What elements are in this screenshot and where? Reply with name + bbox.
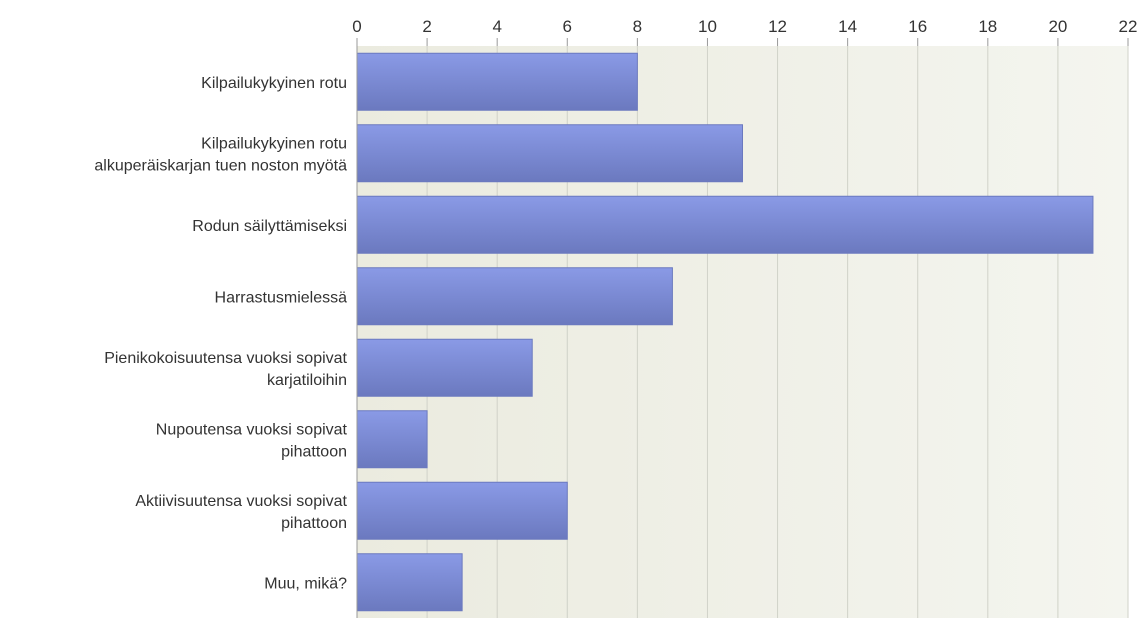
x-tick-label: 18 bbox=[978, 17, 997, 36]
category-label: Aktiivisuutensa vuoksi sopivat bbox=[135, 493, 347, 510]
x-tick-label: 16 bbox=[908, 17, 927, 36]
x-tick-label: 12 bbox=[768, 17, 787, 36]
category-label: pihattoon bbox=[281, 515, 347, 532]
category-label: Muu, mikä? bbox=[264, 575, 347, 592]
category-label: pihattoon bbox=[281, 443, 347, 460]
bar bbox=[357, 482, 567, 539]
category-label: Nupoutensa vuoksi sopivat bbox=[156, 421, 348, 438]
category-label: Harrastusmielessä bbox=[215, 289, 348, 306]
x-tick-label: 22 bbox=[1119, 17, 1138, 36]
x-tick-label: 0 bbox=[352, 17, 361, 36]
category-label: karjatiloihin bbox=[267, 372, 347, 389]
bar bbox=[357, 196, 1093, 253]
x-tick-label: 6 bbox=[563, 17, 572, 36]
bar bbox=[357, 125, 743, 182]
x-axis-ticks: 0 2 4 6 8 10 12 14 16 18 20 22 bbox=[352, 17, 1137, 46]
category-label: Kilpailukykyinen rotu bbox=[201, 75, 347, 92]
category-label: alkuperäiskarjan tuen noston myötä bbox=[94, 157, 347, 174]
x-tick-label: 14 bbox=[838, 17, 857, 36]
category-label: Kilpailukykyinen rotu bbox=[201, 135, 347, 152]
category-label: Pienikokoisuutensa vuoksi sopivat bbox=[104, 350, 347, 367]
bar bbox=[357, 554, 462, 611]
x-tick-label: 10 bbox=[698, 17, 717, 36]
x-tick-label: 20 bbox=[1048, 17, 1067, 36]
bar bbox=[357, 339, 532, 396]
bar bbox=[357, 411, 427, 468]
x-tick-label: 2 bbox=[422, 17, 431, 36]
x-tick-label: 8 bbox=[633, 17, 642, 36]
category-label: Rodun säilyttämiseksi bbox=[192, 218, 347, 235]
x-tick-label: 4 bbox=[492, 17, 501, 36]
bar bbox=[357, 53, 637, 110]
bar bbox=[357, 268, 672, 325]
category-labels: Kilpailukykyinen rotu Kilpailukykyinen ro… bbox=[94, 75, 347, 593]
